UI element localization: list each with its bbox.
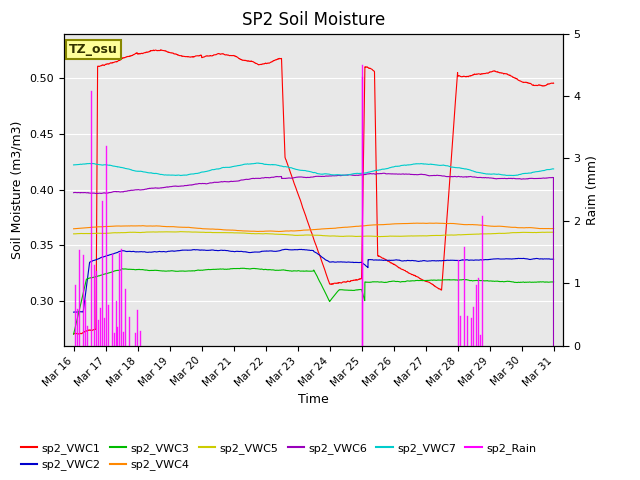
sp2_VWC3 xyxy=(254,266,262,272)
sp2_VWC3 xyxy=(275,267,282,273)
sp2_VWC4 xyxy=(275,228,282,234)
sp2_VWC5 xyxy=(275,231,282,237)
sp2_VWC7 xyxy=(275,163,282,168)
Line: sp2_VWC3: sp2_VWC3 xyxy=(74,268,554,334)
X-axis label: Time: Time xyxy=(298,394,329,407)
sp2_VWC4 xyxy=(153,223,161,229)
sp2_VWC5 xyxy=(178,229,186,235)
sp2_VWC7 xyxy=(541,168,548,173)
sp2_VWC7 xyxy=(550,166,557,172)
sp2_VWC6 xyxy=(489,175,497,181)
Line: sp2_VWC2: sp2_VWC2 xyxy=(74,249,554,312)
sp2_VWC4 xyxy=(550,226,557,231)
Line: sp2_VWC7: sp2_VWC7 xyxy=(74,163,554,176)
sp2_VWC1 xyxy=(153,48,161,54)
sp2_VWC4 xyxy=(254,228,262,234)
sp2_VWC5 xyxy=(489,231,497,237)
sp2_VWC1 xyxy=(74,331,82,337)
sp2_VWC4 xyxy=(275,228,282,234)
sp2_VWC2 xyxy=(254,249,262,255)
sp2_VWC4 xyxy=(541,226,548,231)
sp2_VWC6 xyxy=(70,190,77,195)
sp2_VWC7 xyxy=(153,171,161,177)
sp2_VWC6 xyxy=(125,188,132,193)
sp2_VWC3 xyxy=(540,279,548,285)
Y-axis label: Raim (mm): Raim (mm) xyxy=(586,155,599,225)
sp2_VWC3 xyxy=(550,279,557,285)
sp2_VWC5 xyxy=(550,229,557,235)
Line: sp2_VWC1: sp2_VWC1 xyxy=(74,50,554,334)
sp2_VWC2 xyxy=(283,246,291,252)
sp2_VWC1 xyxy=(550,80,557,86)
sp2_VWC6 xyxy=(254,175,262,181)
sp2_VWC4 xyxy=(489,223,497,229)
sp2_VWC6 xyxy=(275,174,282,180)
sp2_VWC1 xyxy=(489,68,497,74)
sp2_VWC4 xyxy=(125,223,132,229)
sp2_VWC7 xyxy=(509,173,517,179)
sp2_VWC7 xyxy=(489,171,497,177)
sp2_VWC2 xyxy=(70,309,77,315)
sp2_VWC4 xyxy=(70,226,77,232)
sp2_VWC7 xyxy=(254,160,262,166)
sp2_VWC3 xyxy=(489,278,497,284)
Title: SP2 Soil Moisture: SP2 Soil Moisture xyxy=(242,11,385,29)
sp2_VWC4 xyxy=(413,220,421,226)
sp2_VWC3 xyxy=(125,266,132,272)
sp2_VWC1 xyxy=(275,56,283,62)
sp2_VWC5 xyxy=(70,231,77,237)
sp2_VWC3 xyxy=(153,267,161,273)
sp2_VWC1 xyxy=(541,83,548,89)
Y-axis label: Soil Moisture (m3/m3): Soil Moisture (m3/m3) xyxy=(11,120,24,259)
sp2_VWC5 xyxy=(541,229,548,235)
sp2_VWC5 xyxy=(376,234,383,240)
sp2_VWC1 xyxy=(254,61,262,67)
Line: sp2_VWC6: sp2_VWC6 xyxy=(74,173,554,480)
sp2_VWC6 xyxy=(153,185,161,191)
sp2_VWC7 xyxy=(70,162,77,168)
sp2_VWC1 xyxy=(70,331,77,337)
sp2_VWC7 xyxy=(253,160,261,166)
sp2_VWC2 xyxy=(489,256,497,262)
sp2_VWC2 xyxy=(125,249,132,254)
sp2_VWC2 xyxy=(153,249,161,255)
sp2_VWC2 xyxy=(275,248,282,254)
Line: sp2_VWC5: sp2_VWC5 xyxy=(74,232,554,237)
sp2_VWC6 xyxy=(380,170,387,176)
sp2_VWC3 xyxy=(70,331,77,337)
Text: TZ_osu: TZ_osu xyxy=(69,43,118,56)
sp2_VWC2 xyxy=(540,256,548,262)
sp2_VWC2 xyxy=(550,256,557,262)
sp2_VWC5 xyxy=(254,231,262,237)
Line: sp2_VWC4: sp2_VWC4 xyxy=(74,223,554,231)
sp2_VWC7 xyxy=(125,166,132,172)
sp2_VWC5 xyxy=(125,229,132,235)
sp2_VWC1 xyxy=(125,54,132,60)
sp2_VWC6 xyxy=(540,175,548,181)
sp2_VWC1 xyxy=(157,47,165,53)
sp2_VWC3 xyxy=(239,265,246,271)
sp2_VWC5 xyxy=(153,229,161,235)
Legend: sp2_VWC1, sp2_VWC2, sp2_VWC3, sp2_VWC4, sp2_VWC5, sp2_VWC6, sp2_VWC7, sp2_Rain: sp2_VWC1, sp2_VWC2, sp2_VWC3, sp2_VWC4, … xyxy=(16,439,541,475)
